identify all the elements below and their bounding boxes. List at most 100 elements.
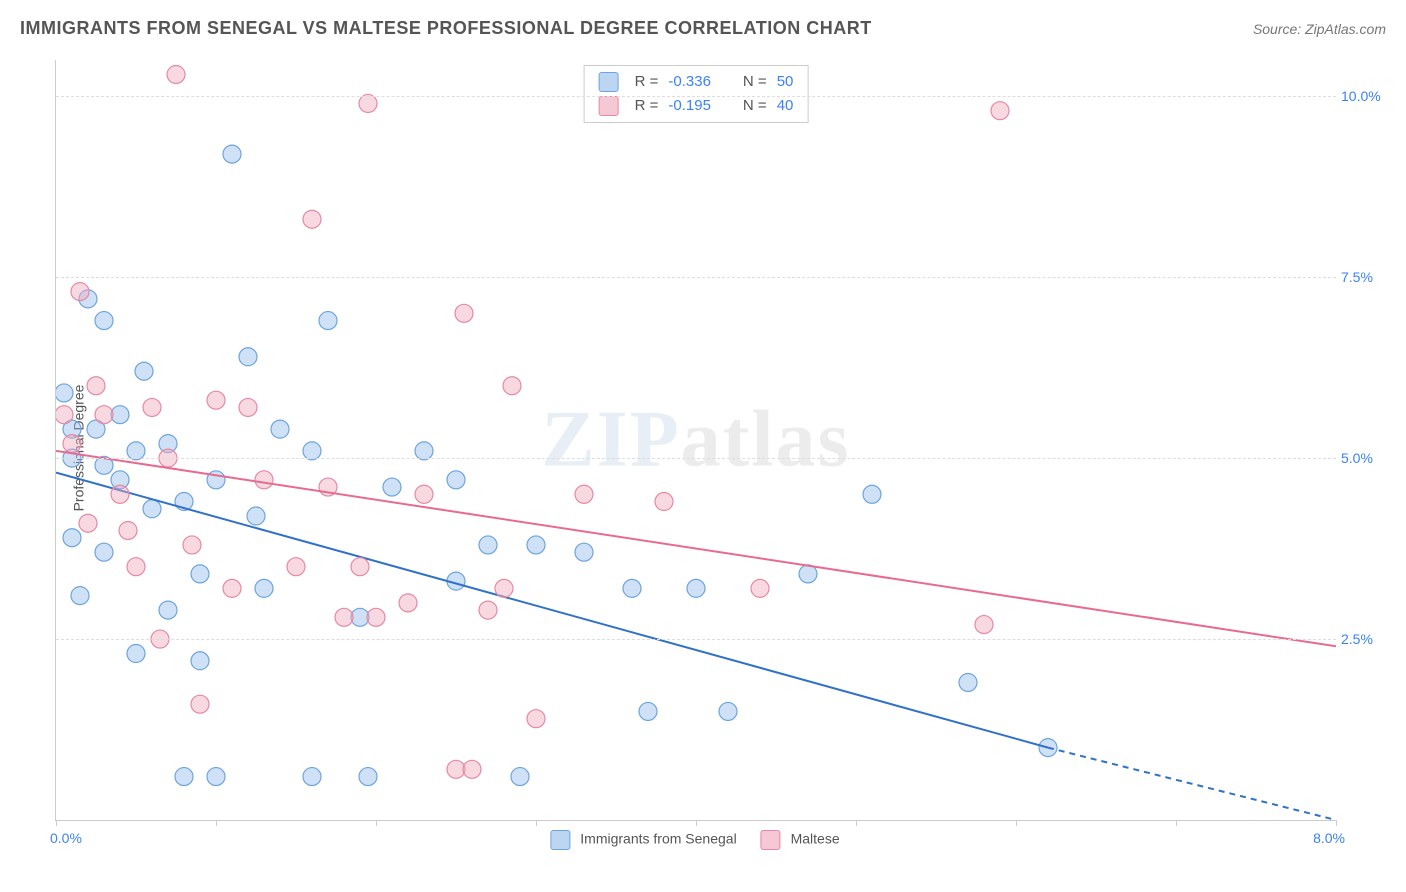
regression-line-extension — [1048, 748, 1336, 820]
grid-line — [56, 458, 1336, 459]
scatter-point — [623, 579, 641, 597]
scatter-point — [255, 471, 273, 489]
scatter-point — [191, 565, 209, 583]
scatter-point — [639, 702, 657, 720]
scatter-point — [95, 406, 113, 424]
scatter-point — [71, 283, 89, 301]
stat-r-label-1: R = — [635, 70, 659, 94]
scatter-point — [687, 579, 705, 597]
scatter-point — [63, 529, 81, 547]
scatter-point — [135, 362, 153, 380]
scatter-point — [367, 608, 385, 626]
stats-row-1: R = -0.336 N = 50 — [599, 70, 794, 94]
scatter-point — [207, 768, 225, 786]
scatter-point — [207, 391, 225, 409]
scatter-point — [287, 558, 305, 576]
chart-svg — [56, 60, 1336, 820]
scatter-point — [87, 420, 105, 438]
scatter-point — [127, 645, 145, 663]
scatter-point — [111, 406, 129, 424]
legend-label-2: Maltese — [791, 831, 840, 847]
legend-label-1: Immigrants from Senegal — [580, 831, 736, 847]
scatter-point — [175, 768, 193, 786]
scatter-point — [143, 500, 161, 518]
scatter-point — [319, 478, 337, 496]
scatter-point — [223, 579, 241, 597]
scatter-point — [111, 471, 129, 489]
scatter-point — [575, 485, 593, 503]
scatter-point — [191, 695, 209, 713]
y-tick-label: 5.0% — [1341, 450, 1391, 466]
scatter-point — [127, 558, 145, 576]
scatter-point — [751, 579, 769, 597]
scatter-point — [359, 768, 377, 786]
scatter-point — [119, 521, 137, 539]
scatter-point — [79, 290, 97, 308]
scatter-point — [71, 587, 89, 605]
bottom-series-legend: Immigrants from Senegal Maltese — [550, 830, 839, 850]
scatter-point — [319, 312, 337, 330]
stats-swatch-1 — [599, 72, 619, 92]
y-tick-label: 7.5% — [1341, 269, 1391, 285]
legend-swatch-1 — [550, 830, 570, 850]
x-tick — [536, 820, 537, 826]
scatter-point — [87, 377, 105, 395]
x-tick — [1176, 820, 1177, 826]
regression-line — [56, 473, 1048, 748]
scatter-point — [255, 579, 273, 597]
x-tick — [56, 820, 57, 826]
scatter-point — [351, 608, 369, 626]
stat-n-label-2: N = — [743, 94, 767, 118]
y-tick-label: 2.5% — [1341, 631, 1391, 647]
scatter-point — [79, 514, 97, 532]
scatter-point — [447, 471, 465, 489]
x-tick — [856, 820, 857, 826]
stats-row-2: R = -0.195 N = 40 — [599, 94, 794, 118]
scatter-point — [527, 536, 545, 554]
scatter-point — [479, 536, 497, 554]
stat-n-label-1: N = — [743, 70, 767, 94]
scatter-point — [175, 493, 193, 511]
x-tick — [696, 820, 697, 826]
scatter-point — [511, 768, 529, 786]
grid-line — [56, 277, 1336, 278]
legend-swatch-2 — [761, 830, 781, 850]
scatter-point — [447, 572, 465, 590]
scatter-point — [191, 652, 209, 670]
scatter-point — [399, 594, 417, 612]
legend-item-1: Immigrants from Senegal — [550, 830, 736, 850]
scatter-point — [447, 760, 465, 778]
scatter-point — [863, 485, 881, 503]
chart-source: Source: ZipAtlas.com — [1253, 21, 1386, 37]
scatter-point — [95, 543, 113, 561]
stat-n-val-2: 40 — [777, 94, 794, 118]
scatter-point — [183, 536, 201, 554]
scatter-point — [159, 601, 177, 619]
scatter-point — [719, 702, 737, 720]
stat-r-val-1: -0.336 — [668, 70, 711, 94]
legend-item-2: Maltese — [761, 830, 840, 850]
scatter-point — [335, 608, 353, 626]
scatter-point — [111, 485, 129, 503]
stat-r-val-2: -0.195 — [668, 94, 711, 118]
scatter-point — [959, 673, 977, 691]
x-axis-labels: 0.0% Immigrants from Senegal Maltese 8.0… — [55, 830, 1335, 860]
x-tick — [1016, 820, 1017, 826]
scatter-point — [239, 398, 257, 416]
scatter-point — [479, 601, 497, 619]
scatter-point — [495, 579, 513, 597]
scatter-point — [223, 145, 241, 163]
scatter-point — [455, 304, 473, 322]
watermark-zip: ZIP — [541, 396, 680, 484]
scatter-point — [799, 565, 817, 583]
grid-line — [56, 639, 1336, 640]
scatter-point — [655, 493, 673, 511]
chart-header: IMMIGRANTS FROM SENEGAL VS MALTESE PROFE… — [20, 18, 1386, 39]
scatter-point — [503, 377, 521, 395]
watermark: ZIPatlas — [541, 395, 850, 486]
scatter-point — [63, 435, 81, 453]
scatter-point — [527, 710, 545, 728]
scatter-point — [207, 471, 225, 489]
x-end-label: 8.0% — [1313, 830, 1345, 846]
scatter-point — [383, 478, 401, 496]
